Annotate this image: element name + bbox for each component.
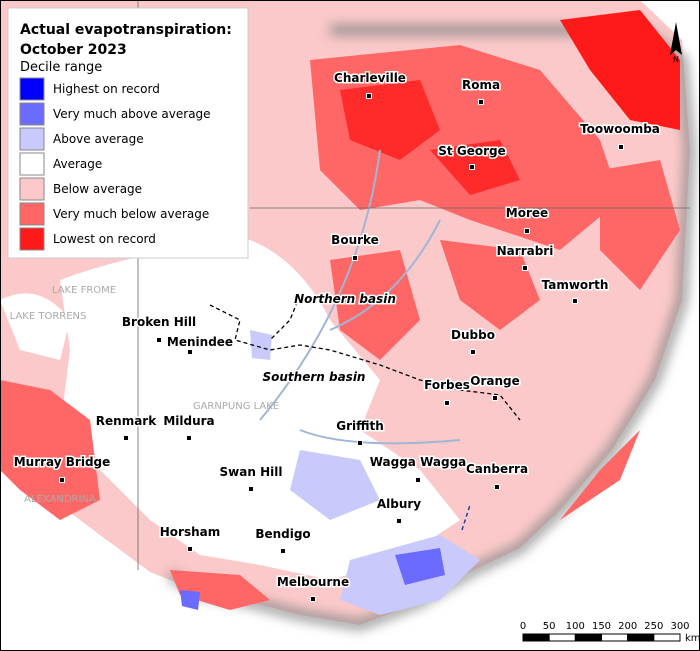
town-marker bbox=[310, 596, 316, 602]
town-label: Melbourne bbox=[277, 575, 349, 589]
town-label: Toowoomba bbox=[580, 122, 660, 136]
lake-label: GARNPUNG LAKE bbox=[193, 401, 279, 412]
legend-swatch bbox=[19, 227, 45, 251]
town-marker bbox=[618, 144, 624, 150]
town-label: Roma bbox=[462, 78, 500, 92]
town-marker bbox=[187, 349, 193, 355]
town-label: Mildura bbox=[163, 414, 214, 428]
town-marker bbox=[522, 265, 528, 271]
town-label: Renmark bbox=[96, 414, 157, 428]
town-label: Menindee bbox=[167, 335, 233, 349]
town-label: Albury bbox=[377, 497, 421, 511]
scale-tick-label: 300 bbox=[670, 621, 689, 632]
town-label: Wagga Wagga bbox=[370, 455, 467, 469]
town-marker bbox=[59, 477, 65, 483]
town-label: Moree bbox=[506, 206, 548, 220]
town-marker bbox=[415, 477, 421, 483]
town-marker bbox=[357, 440, 363, 446]
legend-label: Above average bbox=[53, 132, 144, 146]
basin-label: Northern basin bbox=[294, 292, 396, 306]
town-label: St George bbox=[438, 144, 505, 158]
legend-label: Lowest on record bbox=[53, 232, 156, 246]
scale-tick-label: 200 bbox=[618, 621, 637, 632]
legend-swatch bbox=[19, 152, 45, 176]
town-label: Griffith bbox=[336, 419, 384, 433]
legend-box bbox=[7, 7, 249, 259]
town-marker bbox=[248, 486, 254, 492]
town-label: Bendigo bbox=[255, 527, 310, 541]
basin-label: Southern basin bbox=[263, 370, 366, 384]
town-label: Bourke bbox=[331, 233, 379, 247]
town-marker bbox=[470, 349, 476, 355]
scale-tick-label: 100 bbox=[566, 621, 585, 632]
town-marker bbox=[444, 400, 450, 406]
lake-label: ALEXANDRINA bbox=[24, 494, 96, 505]
scale-unit: km bbox=[685, 633, 700, 644]
town-marker bbox=[478, 99, 484, 105]
town-marker bbox=[396, 518, 402, 524]
scale-tick-label: 0 bbox=[520, 621, 526, 632]
legend-label: Highest on record bbox=[53, 82, 160, 96]
north-label: N bbox=[673, 55, 679, 64]
legend-label: Very much below average bbox=[53, 207, 209, 221]
legend: Actual evapotranspiration: October 2023 … bbox=[7, 7, 249, 259]
town-label: Canberra bbox=[466, 462, 528, 476]
town-label: Tamworth bbox=[542, 278, 609, 292]
town-marker bbox=[187, 546, 193, 552]
lake-label: LAKE TORRENS bbox=[10, 311, 87, 322]
town-label: Murray Bridge bbox=[14, 455, 111, 469]
scale-tick-label: 150 bbox=[592, 621, 611, 632]
legend-swatch bbox=[19, 202, 45, 226]
north-arrow: N bbox=[670, 22, 682, 64]
town-marker bbox=[524, 228, 530, 234]
town-label: Forbes bbox=[424, 378, 470, 392]
legend-swatch bbox=[19, 102, 45, 126]
lake-label: LAKE FROME bbox=[52, 285, 116, 296]
town-marker bbox=[494, 484, 500, 490]
town-label: Swan Hill bbox=[220, 465, 283, 479]
land bbox=[0, 0, 695, 630]
town-label: Orange bbox=[470, 374, 520, 388]
legend-heading: Decile range bbox=[20, 60, 102, 75]
town-marker bbox=[492, 395, 498, 401]
legend-label: Below average bbox=[53, 182, 142, 196]
scale-segment bbox=[574, 633, 602, 642]
scale-segment bbox=[522, 633, 550, 642]
town-label: Dubbo bbox=[451, 328, 495, 342]
town-marker bbox=[280, 548, 286, 554]
town-label: Narrabri bbox=[497, 244, 554, 258]
scale-segment bbox=[601, 633, 629, 642]
town-marker bbox=[572, 298, 578, 304]
town-marker bbox=[469, 164, 475, 170]
scale-segment bbox=[548, 633, 576, 642]
title-line: October 2023 bbox=[20, 42, 127, 58]
legend-swatch bbox=[19, 127, 45, 151]
town-marker bbox=[352, 255, 358, 261]
scale-segment bbox=[627, 633, 655, 642]
town-marker bbox=[156, 337, 162, 343]
scale-tick-label: 50 bbox=[543, 621, 556, 632]
scale-tick-label: 250 bbox=[644, 621, 663, 632]
town-label: Broken Hill bbox=[122, 315, 196, 329]
legend-swatch bbox=[19, 177, 45, 201]
legend-label: Average bbox=[53, 157, 102, 171]
town-label: Horsham bbox=[160, 525, 221, 539]
legend-swatch bbox=[19, 77, 45, 101]
town-label: Charleville bbox=[334, 71, 406, 85]
town-marker bbox=[186, 435, 192, 441]
town-marker bbox=[366, 93, 372, 99]
town-marker bbox=[123, 435, 129, 441]
title-line: Actual evapotranspiration: bbox=[20, 22, 232, 38]
scale-segment bbox=[653, 633, 681, 642]
legend-label: Very much above average bbox=[53, 107, 211, 121]
